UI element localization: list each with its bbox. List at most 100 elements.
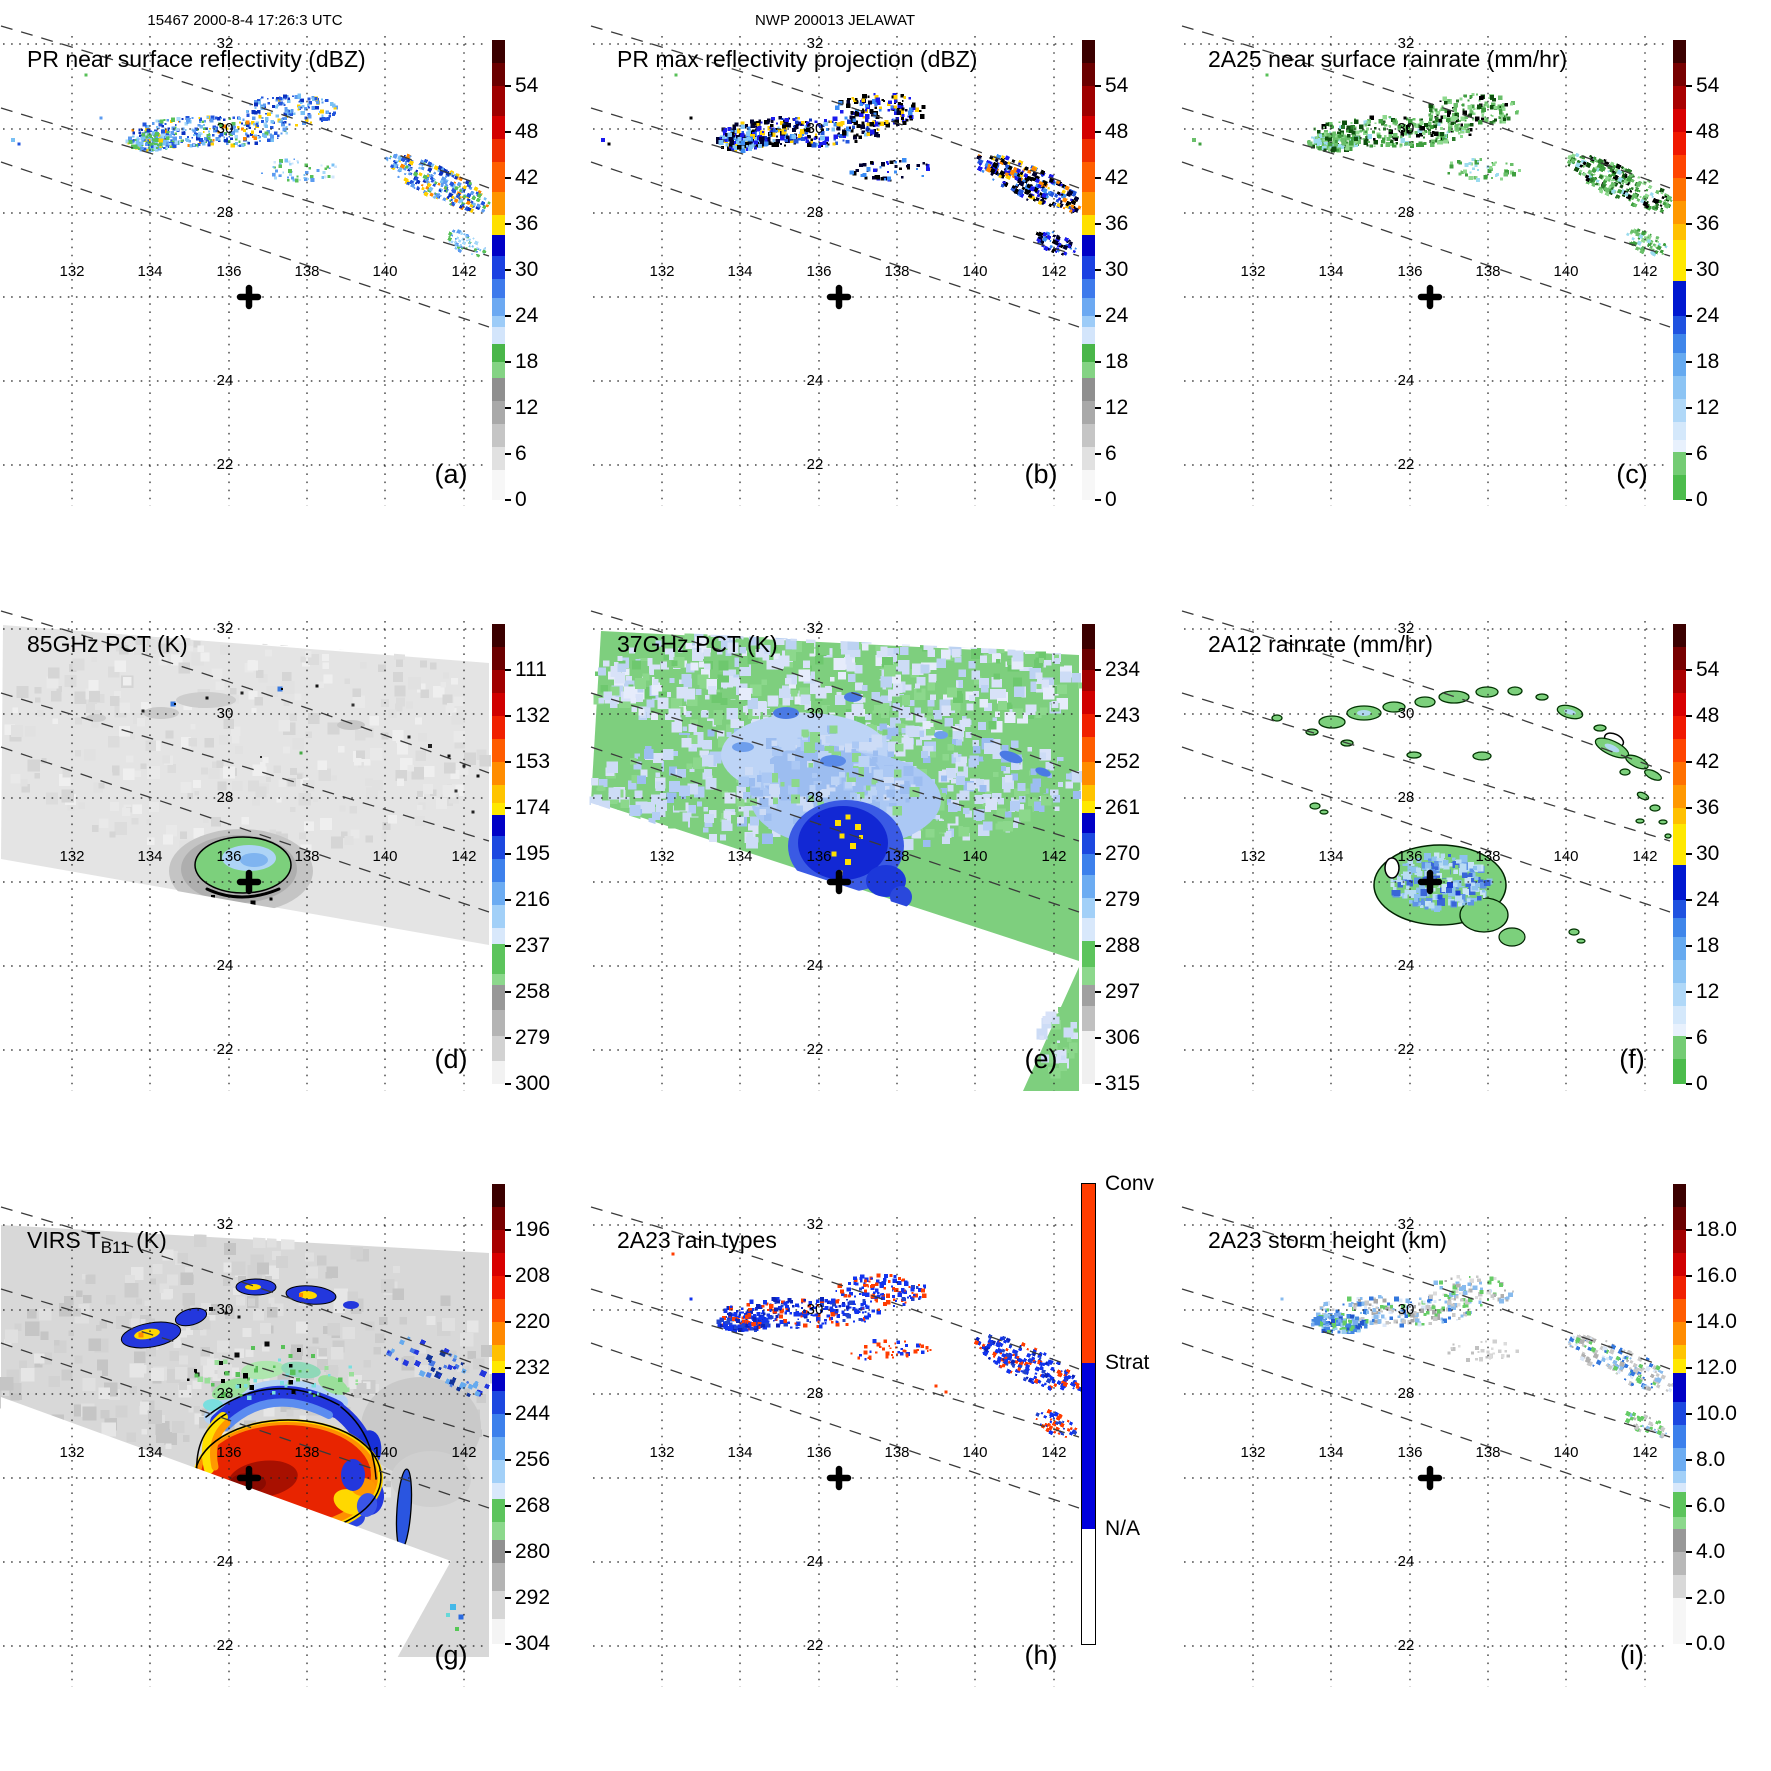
panel-title-c: 2A25 near surface rainrate (mm/hr)	[1208, 46, 1567, 72]
colorbar-label: 36	[1696, 212, 1720, 235]
colorbar-label: 232	[515, 1356, 551, 1379]
lon-label: 134	[727, 263, 752, 280]
colorbar-segment	[492, 470, 505, 500]
colorbar-tick	[1686, 407, 1692, 409]
colorbar-segment	[492, 1499, 505, 1523]
panel-title-f: 2A12 rainrate (mm/hr)	[1208, 631, 1433, 657]
colorbar-segment	[1673, 375, 1686, 399]
panel-letter-h: (h)	[1025, 1640, 1058, 1670]
colorbar-segment	[1673, 1299, 1686, 1322]
lon-label: 140	[372, 263, 397, 280]
colorbar-tick	[1095, 991, 1101, 993]
colorbar-label: 315	[1105, 1072, 1141, 1095]
colorbar-segment	[1082, 40, 1095, 63]
graticule	[0, 25, 490, 506]
colorbar-tick	[1095, 453, 1101, 455]
lat-label: 28	[1398, 204, 1415, 221]
colorbar-segment	[1082, 191, 1095, 215]
panel-c: 132 134 136 138 140 142 32 30 28 24 22 2A25 near su…	[1181, 0, 1771, 584]
colorbar-tick	[1686, 453, 1692, 455]
colorbar-label: 30	[1696, 842, 1720, 865]
map-data-layer	[601, 73, 1082, 256]
lon-label: 136	[806, 1444, 831, 1461]
colorbar-segment	[492, 1372, 505, 1391]
colorbar-segment	[1082, 624, 1095, 650]
colorbar-segment	[492, 1482, 505, 1500]
lat-label: 30	[1398, 705, 1415, 722]
colorbar-segment	[1673, 1230, 1686, 1253]
map-b: 132 134 136 138 140 142 32 30 28 24 22 PR max refle…	[590, 25, 1082, 506]
lon-label: 134	[137, 263, 162, 280]
colorbar-tick	[1686, 1275, 1692, 1277]
colorbar-tick	[1095, 761, 1101, 763]
panel-i: 132 134 136 138 140 142 32 30 28 24 22 2A23 storm h…	[1181, 1144, 1771, 1771]
colorbar-label: 258	[515, 980, 551, 1003]
colorbar-segment	[492, 1361, 505, 1373]
colorbar-tick	[1686, 85, 1692, 87]
lon-label: 136	[806, 263, 831, 280]
colorbar-tick	[505, 361, 511, 363]
colorbar-tick	[1686, 1367, 1692, 1369]
panel-title-d: 85GHz PCT (K)	[27, 631, 188, 657]
map-data-layer	[671, 1252, 1083, 1439]
lon-label: 132	[59, 848, 84, 865]
colorbar-segment	[1673, 936, 1686, 960]
lon-label: 138	[884, 848, 909, 865]
colorbar-segment	[1082, 736, 1095, 762]
map-i: 132 134 136 138 140 142 32 30 28 24 22 2A23 storm h…	[1181, 1206, 1676, 1687]
colorbar-tick	[505, 1597, 511, 1599]
colorbar-segment	[1082, 447, 1095, 471]
storm-center-cross-icon	[1417, 1465, 1443, 1491]
colorbar-label: 18	[1696, 934, 1720, 957]
colorbar-segment	[492, 973, 505, 986]
colorbar-segment	[1082, 470, 1095, 500]
colorbar-segment	[1082, 86, 1095, 116]
colorbar-tick	[1686, 1083, 1692, 1085]
colorbar-tick	[505, 499, 511, 501]
colorbar-segment	[1082, 297, 1095, 316]
colorbar-segment	[492, 670, 505, 693]
colorbar-label: 24	[1696, 304, 1720, 327]
colorbar-segment	[492, 1035, 505, 1061]
colorbar-segment	[1673, 1482, 1686, 1493]
colorbar-segment	[1673, 1184, 1686, 1207]
lat-label: 24	[1398, 957, 1415, 974]
colorbar-segment	[1673, 1058, 1686, 1084]
colorbar-label: 12	[1105, 396, 1129, 419]
colorbar-tick	[505, 269, 511, 271]
colorbar-label: 16.0	[1696, 1264, 1737, 1287]
lon-label: 142	[451, 263, 476, 280]
map-h: 132 134 136 138 140 142 32 30 28 24 22 2A23 rain ty…	[590, 1206, 1083, 1687]
lat-label: 30	[217, 120, 234, 137]
colorbar-segment	[492, 1207, 505, 1230]
lat-label: 24	[1398, 372, 1415, 389]
colorbar-segment	[1082, 669, 1095, 691]
colorbar-tick	[505, 453, 511, 455]
lat-label: 32	[807, 620, 824, 637]
colorbar-segment	[1082, 327, 1095, 344]
lat-label: 32	[1398, 35, 1415, 52]
colorbar-segment	[492, 881, 505, 905]
colorbar-segment	[1673, 1035, 1686, 1059]
panel-title-e: 37GHz PCT (K)	[617, 631, 778, 657]
colorbar-label: 12	[1696, 980, 1720, 1003]
colorbar-segment	[492, 785, 505, 804]
colorbar-label: 42	[515, 166, 539, 189]
colorbar-segment	[1673, 1024, 1686, 1036]
lon-label: 140	[962, 263, 987, 280]
colorbar-segment	[492, 1184, 505, 1207]
colorbar-segment	[1673, 1528, 1686, 1552]
lon-label: 134	[1318, 1444, 1343, 1461]
colorbar-segment	[492, 1522, 505, 1541]
colorbar-segment	[1673, 693, 1686, 716]
lon-label: 140	[1553, 848, 1578, 865]
lat-label: 28	[1398, 1385, 1415, 1402]
swath-edge-dashed-line	[590, 1342, 1080, 1509]
lon-label: 140	[962, 848, 987, 865]
colorbar-label: Strat	[1105, 1351, 1150, 1375]
colorbar-segment	[1673, 240, 1686, 282]
colorbar-segment	[1082, 966, 1095, 985]
colorbar-segment	[492, 424, 505, 448]
swath-edge-dashed-line	[1181, 692, 1671, 842]
map-data-layer	[11, 73, 491, 258]
